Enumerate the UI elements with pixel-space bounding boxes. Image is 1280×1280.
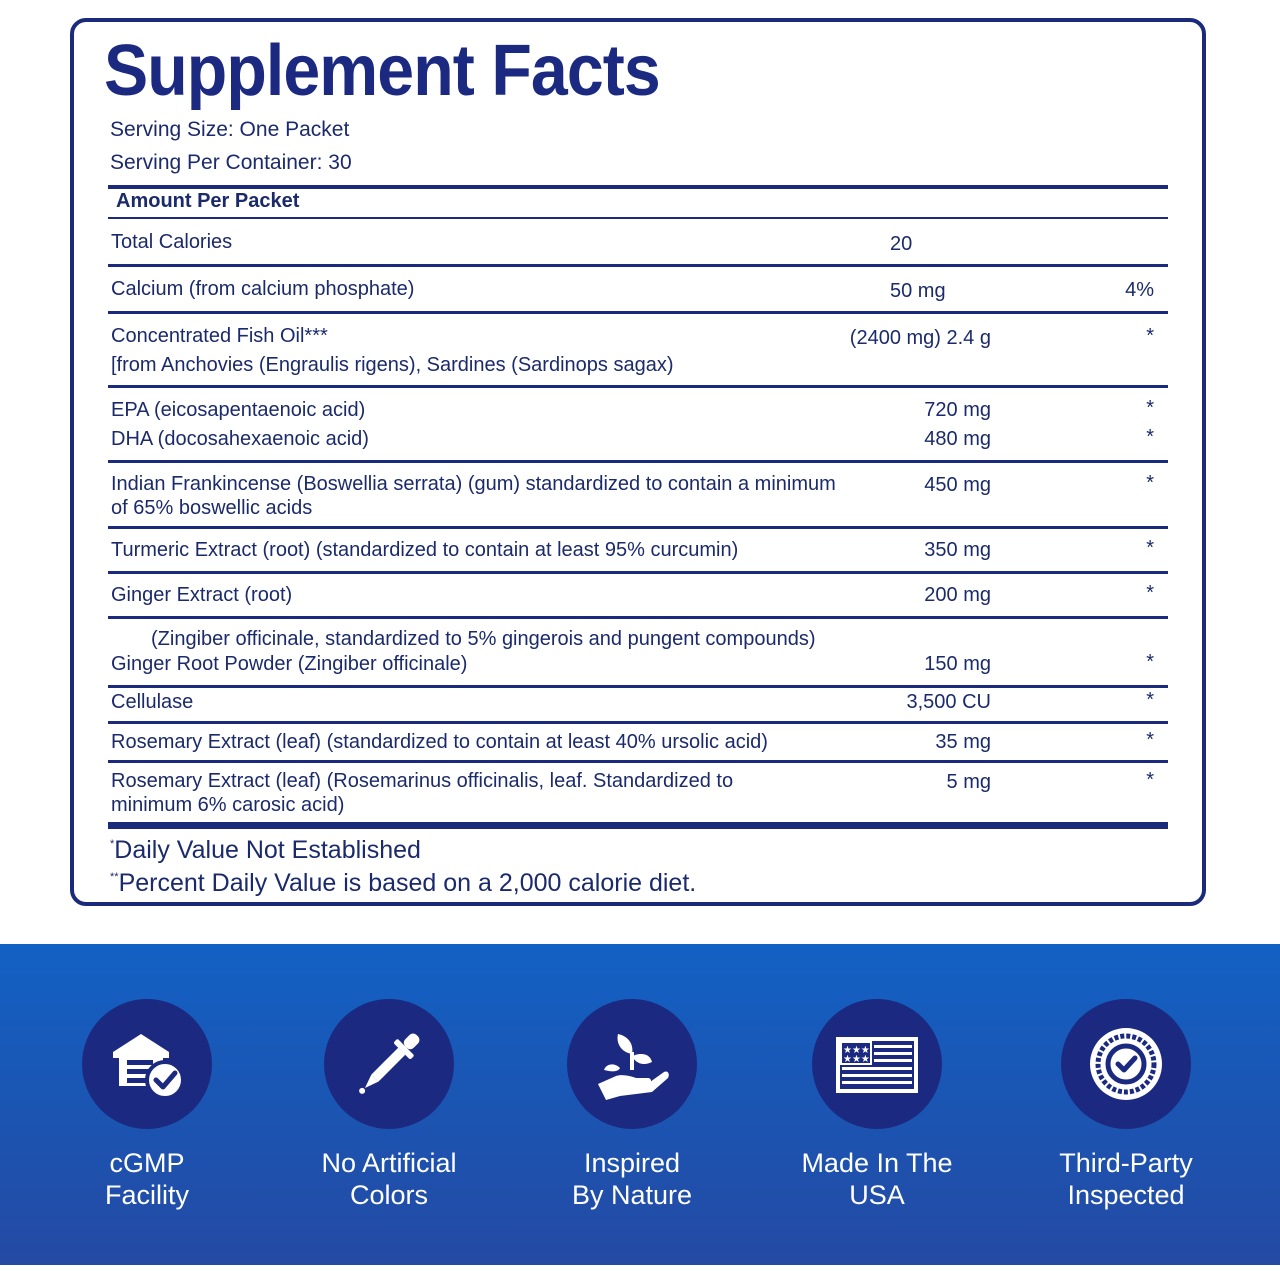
daily-value: * — [1146, 472, 1154, 494]
nutrient-name: DHA (docosahexaenoic acid) — [111, 428, 369, 450]
nutrient-amount: 150 mg — [924, 653, 991, 675]
badge-cgmp: cGMP Facility — [27, 999, 267, 1211]
daily-value: * — [1146, 769, 1154, 791]
footnote: *Daily Value Not Established — [110, 836, 421, 864]
nutrient-amount: 480 mg — [924, 428, 991, 450]
badge-no-artificial-colors: No Artificial Colors — [269, 999, 509, 1211]
daily-value: * — [1146, 537, 1154, 559]
nutrient-source: [from Anchovies (Engraulis rigens), Sard… — [111, 354, 674, 376]
nutrient-name: Concentrated Fish Oil*** — [111, 325, 328, 347]
divider — [108, 385, 1168, 388]
daily-value: * — [1146, 582, 1154, 604]
divider — [108, 760, 1168, 763]
nutrient-name: Calcium (from calcium phosphate) — [111, 278, 415, 300]
footnote: **Percent Daily Value is based on a 2,00… — [110, 869, 697, 897]
nutrient-name: Ginger Extract (root) — [111, 584, 293, 606]
svg-text:★★★: ★★★ — [843, 1045, 870, 1056]
usa-flag-icon: ★★★ ★★★ — [812, 999, 942, 1129]
servings-per-container: Serving Per Container: 30 — [110, 151, 352, 174]
nutrient-name: Indian Frankincense (Boswellia serrata) … — [111, 473, 836, 495]
daily-value: * — [1146, 689, 1154, 711]
divider-thick — [108, 822, 1168, 829]
divider — [108, 217, 1168, 219]
nutrient-detail: (Zingiber officinale, standardized to 5%… — [151, 628, 816, 650]
divider — [108, 460, 1168, 463]
badge-made-in-usa: ★★★ ★★★ Made In The USA — [757, 999, 997, 1211]
nutrient-amount: 200 mg — [924, 584, 991, 606]
divider — [108, 526, 1168, 529]
nutrient-amount: 3,500 CU — [906, 691, 992, 713]
nutrient-amount: (2400 mg) 2.4 g — [849, 327, 991, 349]
nutrient-amount: 720 mg — [924, 399, 991, 421]
badge-label: Inspired By Nature — [571, 1148, 693, 1210]
daily-value: * — [1146, 426, 1154, 448]
badge-label: Made In The USA — [801, 1148, 953, 1210]
badge-label: No Artificial Colors — [321, 1148, 457, 1210]
facility-check-icon — [82, 999, 212, 1129]
daily-value: * — [1146, 397, 1154, 419]
nutrient-name: Total Calories — [111, 231, 233, 253]
divider — [108, 721, 1168, 724]
divider — [108, 685, 1168, 688]
badge-third-party-inspected: Third-Party Inspected — [1006, 999, 1246, 1211]
nutrient-name: Rosemary Extract (leaf) (standardized to… — [111, 731, 768, 753]
nutrient-amount: 20 — [890, 233, 913, 255]
serving-size: Serving Size: One Packet — [110, 118, 350, 141]
page-title: Supplement Facts — [104, 31, 661, 111]
nutrient-amount: 350 mg — [924, 539, 991, 561]
svg-text:★★★: ★★★ — [843, 1054, 870, 1065]
divider — [108, 185, 1168, 189]
nutrient-name: Cellulase — [111, 691, 194, 713]
daily-value: * — [1146, 325, 1154, 347]
nutrient-amount: 450 mg — [924, 474, 991, 496]
badge-inspired-by-nature: Inspired By Nature — [512, 999, 752, 1211]
dropper-icon — [324, 999, 454, 1129]
badge-label: Third-Party Inspected — [1059, 1148, 1193, 1210]
daily-value: 4% — [1125, 279, 1154, 301]
nutrient-name: Turmeric Extract (root) (standardized to… — [111, 539, 739, 561]
divider — [108, 264, 1168, 267]
badge-label: cGMP Facility — [104, 1148, 189, 1210]
divider — [108, 311, 1168, 314]
divider — [108, 616, 1168, 619]
hand-plant-icon — [567, 999, 697, 1129]
nutrient-name: Rosemary Extract (leaf) (Rosemarinus off… — [111, 770, 734, 792]
nutrient-name: EPA (eicosapentaenoic acid) — [111, 399, 366, 421]
amount-header: Amount Per Packet — [116, 190, 300, 212]
seal-check-icon — [1061, 999, 1191, 1129]
nutrient-name: Ginger Root Powder (Zingiber officinale) — [111, 653, 468, 675]
divider — [108, 571, 1168, 574]
nutrient-amount: 5 mg — [946, 771, 991, 793]
daily-value: * — [1146, 729, 1154, 751]
nutrient-detail: minimum 6% carosic acid) — [111, 794, 345, 816]
nutrient-amount: 50 mg — [890, 280, 946, 302]
daily-value: * — [1146, 651, 1154, 673]
nutrient-amount: 35 mg — [935, 731, 991, 753]
nutrient-detail: of 65% boswellic acids — [111, 497, 313, 519]
